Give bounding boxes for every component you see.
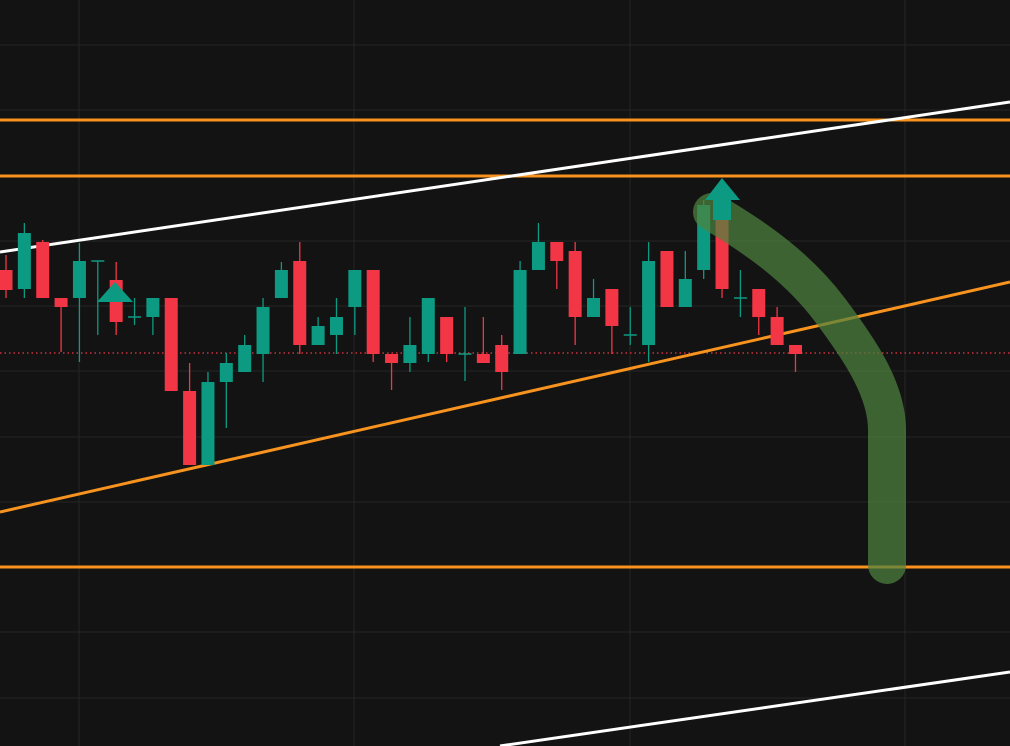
candle-body (495, 345, 509, 372)
candle-body (128, 316, 142, 318)
candle-body (733, 297, 747, 299)
candle-body (91, 260, 105, 262)
candle-body (513, 270, 527, 354)
candle-body (788, 345, 802, 354)
buy-marker (705, 178, 740, 220)
candle-body (531, 242, 545, 270)
buy-marker (97, 282, 133, 302)
candle-body (238, 345, 252, 372)
candle-body (678, 279, 692, 307)
projection-arrow (693, 193, 906, 584)
candle-body (403, 345, 417, 363)
candle-body (440, 317, 454, 354)
candle-body (752, 289, 766, 317)
candle-body (623, 334, 637, 336)
candle-body (54, 298, 68, 307)
candle-body (587, 298, 601, 317)
candle-body (293, 261, 307, 345)
candle-body (201, 382, 215, 465)
candle-body (219, 363, 233, 382)
candle-body (385, 354, 399, 363)
candle-body (770, 317, 784, 345)
candle-body (366, 270, 380, 354)
candle-body (476, 354, 490, 363)
candle-body (183, 391, 197, 465)
candle-body (568, 251, 582, 317)
candle-body (458, 353, 472, 355)
candle-body (274, 270, 288, 298)
candle-body (311, 326, 325, 345)
candle-body (17, 233, 31, 289)
candle-body (605, 289, 619, 326)
candle-body (348, 270, 362, 307)
candle-body (550, 242, 564, 261)
candle-body (72, 261, 86, 298)
candle-body (421, 298, 435, 354)
trend-line (499, 670, 1010, 746)
candle-body (329, 317, 343, 335)
signal-markers (97, 178, 740, 302)
candle-body (660, 251, 674, 307)
candle-body (146, 298, 160, 317)
trend-line (0, 100, 1010, 254)
candle-body (256, 307, 270, 354)
candle-body (642, 261, 656, 345)
candle-body (0, 270, 13, 290)
candle-body (36, 242, 50, 298)
candle-body (164, 298, 178, 391)
